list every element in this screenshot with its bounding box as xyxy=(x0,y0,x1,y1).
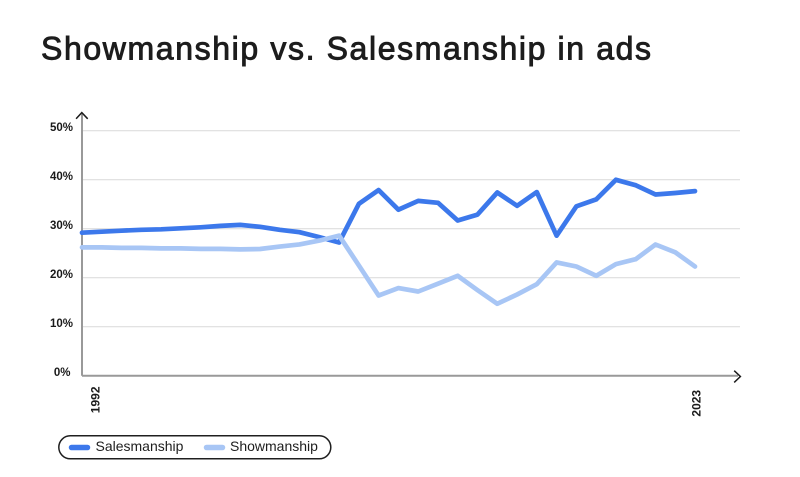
svg-text:30%: 30% xyxy=(50,220,73,232)
svg-text:50%: 50% xyxy=(50,122,73,134)
svg-text:Showmanship: Showmanship xyxy=(230,438,318,454)
svg-text:Salesmanship: Salesmanship xyxy=(96,438,184,454)
svg-text:1992: 1992 xyxy=(89,386,103,413)
svg-text:40%: 40% xyxy=(50,171,73,183)
svg-text:2023: 2023 xyxy=(689,390,703,417)
svg-text:20%: 20% xyxy=(50,269,73,281)
svg-text:0%: 0% xyxy=(54,367,71,379)
svg-text:Showmanship vs. Salesmanship i: Showmanship vs. Salesmanship in ads xyxy=(41,31,653,67)
svg-text:10%: 10% xyxy=(50,318,73,330)
